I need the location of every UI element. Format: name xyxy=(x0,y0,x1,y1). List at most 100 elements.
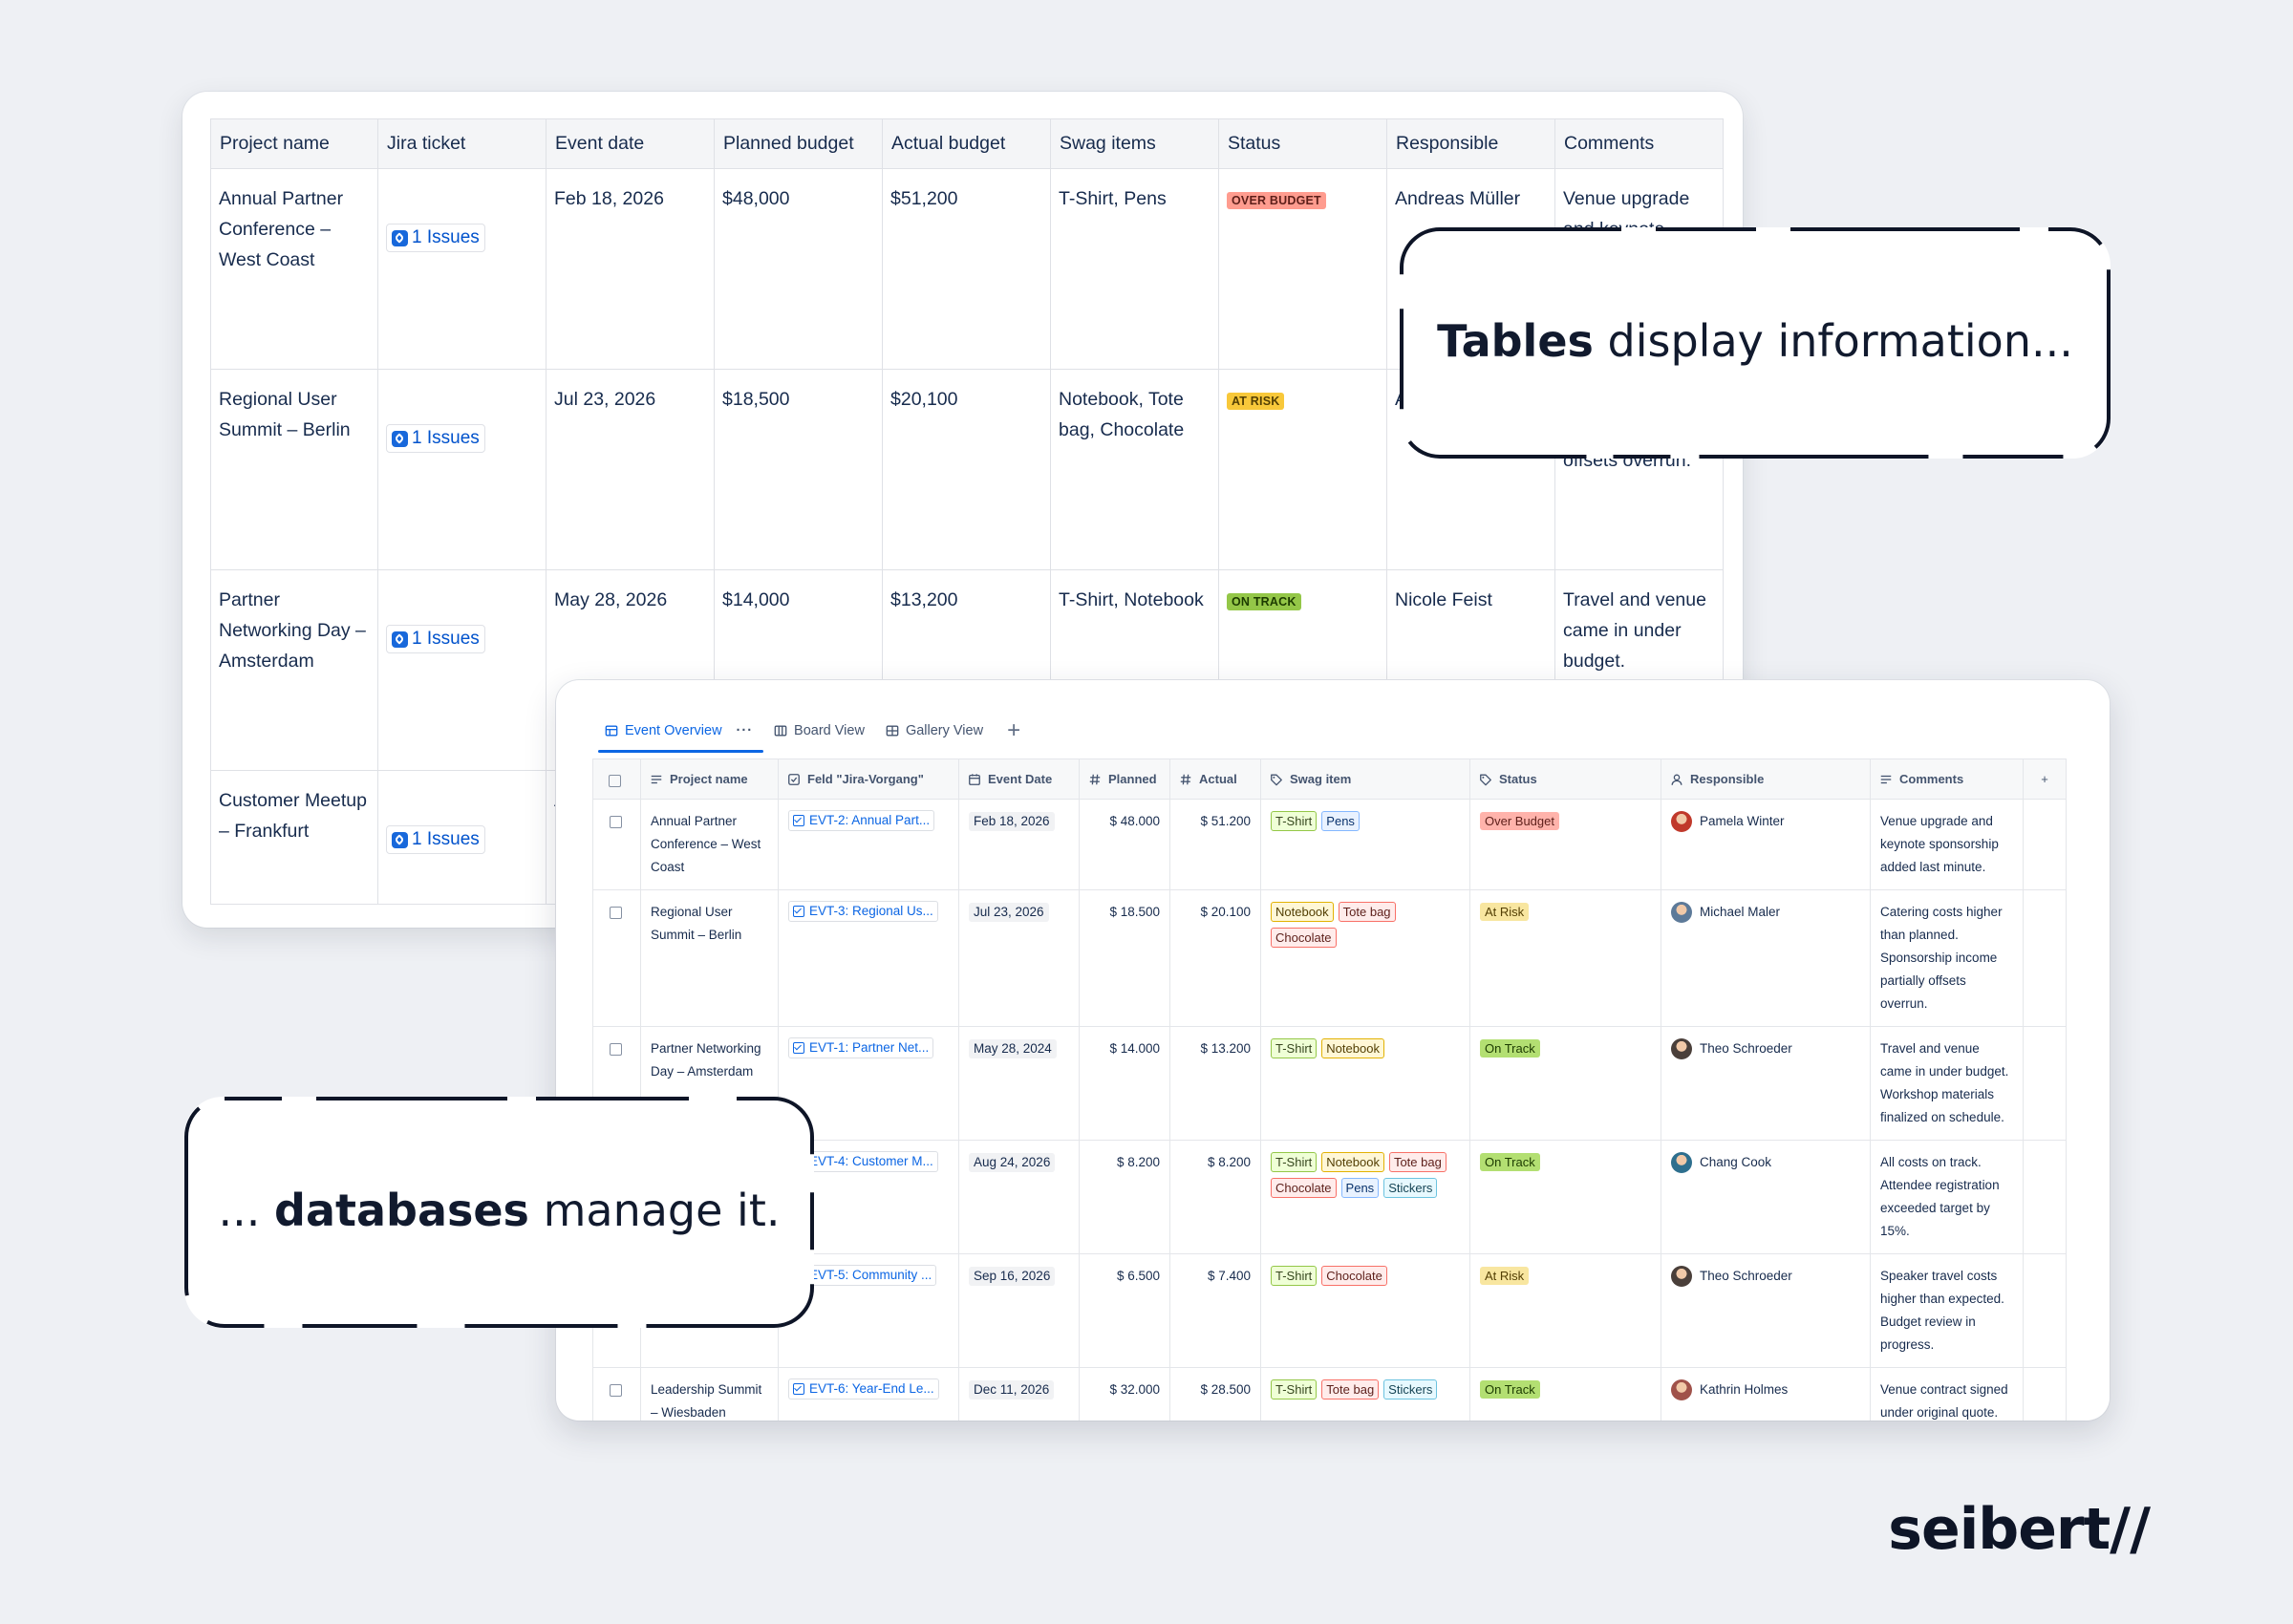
project-name-cell[interactable]: Leadership Summit – Wiesbaden xyxy=(640,1367,779,1421)
database-row: EVT-5: Community ... Sep 16, 2026 $ 6.500 $… xyxy=(592,1253,2067,1368)
swag-tag: Tote bag xyxy=(1388,1152,1447,1172)
add-column-button[interactable]: + xyxy=(2023,759,2067,800)
status-cell[interactable]: On Track xyxy=(1469,1367,1661,1421)
status-cell[interactable]: On Track xyxy=(1469,1140,1661,1254)
jira-issue-label: EVT-2: Annual Part... xyxy=(809,813,931,827)
responsible-cell[interactable]: Theo Schroeder xyxy=(1661,1026,1871,1141)
column-header-event-date[interactable]: Event Date xyxy=(958,759,1080,800)
status-cell: OVER BUDGET xyxy=(1218,168,1387,370)
actual-cell[interactable]: $ 51.200 xyxy=(1169,799,1261,890)
select-all-column[interactable] xyxy=(592,759,641,800)
person: Pamela Winter xyxy=(1671,810,1860,833)
row-select-cell[interactable] xyxy=(592,889,641,1027)
responsible-cell[interactable]: Chang Cook xyxy=(1661,1140,1871,1254)
column-header-comments[interactable]: Comments xyxy=(1870,759,2024,800)
jira-issue-link[interactable]: EVT-2: Annual Part... xyxy=(788,810,935,831)
row-checkbox[interactable] xyxy=(610,1384,622,1397)
actual-cell[interactable]: $ 13.200 xyxy=(1169,1026,1261,1141)
event-date-cell[interactable]: Aug 24, 2026 xyxy=(958,1140,1080,1254)
select-all-checkbox[interactable] xyxy=(609,774,621,787)
column-header-actual[interactable]: Actual xyxy=(1169,759,1261,800)
date-chip: May 28, 2024 xyxy=(969,1039,1057,1058)
row-checkbox[interactable] xyxy=(610,907,622,919)
comments-cell[interactable]: Travel and venue came in under budget. W… xyxy=(1870,1026,2024,1141)
date-chip: Jul 23, 2026 xyxy=(969,903,1049,922)
swag-cell[interactable]: T-Shirt Notebook xyxy=(1260,1026,1470,1141)
actual-cell[interactable]: $ 7.400 xyxy=(1169,1253,1261,1368)
actual-cell[interactable]: $ 28.500 xyxy=(1169,1367,1261,1421)
responsible-cell[interactable]: Pamela Winter xyxy=(1661,799,1871,890)
jira-icon xyxy=(392,831,408,848)
status-cell[interactable]: Over Budget xyxy=(1469,799,1661,890)
jira-ticket-cell: 1 Issues xyxy=(377,168,546,370)
jira-issues-link[interactable]: 1 Issues xyxy=(386,424,485,453)
jira-issues-link[interactable]: 1 Issues xyxy=(386,825,485,854)
status-lozenge: On Track xyxy=(1480,1039,1540,1058)
actual-cell[interactable]: $ 20.100 xyxy=(1169,889,1261,1027)
swag-cell[interactable]: T-Shirt Notebook Tote bag Chocolate Pens Stic… xyxy=(1260,1140,1470,1254)
row-select-cell[interactable] xyxy=(592,799,641,890)
event-date-cell[interactable]: Dec 11, 2026 xyxy=(958,1367,1080,1421)
project-cell: Annual Partner Conference – West Coast xyxy=(210,168,378,370)
swag-cell[interactable]: T-Shirt Pens xyxy=(1260,799,1470,890)
column-header-responsible[interactable]: Responsible xyxy=(1661,759,1871,800)
planned-cell[interactable]: $ 48.000 xyxy=(1079,799,1170,890)
row-checkbox[interactable] xyxy=(610,816,622,828)
column-header-swag[interactable]: Swag item xyxy=(1260,759,1470,800)
tab-gallery-view[interactable]: Gallery View xyxy=(875,709,994,753)
jira-issues-link[interactable]: 1 Issues xyxy=(386,625,485,653)
event-date-cell[interactable]: May 28, 2024 xyxy=(958,1026,1080,1141)
comments-cell[interactable]: Catering costs higher than planned. Spon… xyxy=(1870,889,2024,1027)
planned-cell[interactable]: $ 18.500 xyxy=(1079,889,1170,1027)
text-field-icon xyxy=(1880,775,1892,783)
row-checkbox[interactable] xyxy=(610,1043,622,1056)
swag-tag: Stickers xyxy=(1383,1178,1438,1198)
responsible-cell[interactable]: Michael Maler xyxy=(1661,889,1871,1027)
responsible-cell[interactable]: Kathrin Holmes xyxy=(1661,1367,1871,1421)
comments-cell[interactable]: Venue upgrade and keynote sponsorship ad… xyxy=(1870,799,2024,890)
person-icon xyxy=(1671,774,1682,785)
callout-databases: ... databases manage it. xyxy=(184,1097,814,1328)
responsible-cell[interactable]: Theo Schroeder xyxy=(1661,1253,1871,1368)
status-cell[interactable]: At Risk xyxy=(1469,1253,1661,1368)
status-cell[interactable]: On Track xyxy=(1469,1026,1661,1141)
planned-cell[interactable]: $ 6.500 xyxy=(1079,1253,1170,1368)
person-name: Michael Maler xyxy=(1700,905,1781,919)
tag-icon xyxy=(1271,774,1282,785)
planned-cell[interactable]: $ 14.000 xyxy=(1079,1026,1170,1141)
swag-cell[interactable]: T-Shirt Chocolate xyxy=(1260,1253,1470,1368)
swag-cell[interactable]: T-Shirt Tote bag Stickers xyxy=(1260,1367,1470,1421)
event-date-cell[interactable]: Sep 16, 2026 xyxy=(958,1253,1080,1368)
status-cell[interactable]: At Risk xyxy=(1469,889,1661,1027)
column-header-status[interactable]: Status xyxy=(1469,759,1661,800)
column-header-jira[interactable]: Feld "Jira-Vorgang" xyxy=(778,759,959,800)
tab-board-view[interactable]: Board View xyxy=(763,709,875,753)
person-name: Theo Schroeder xyxy=(1700,1041,1792,1056)
jira-issues-link[interactable]: 1 Issues xyxy=(386,224,485,252)
jira-issue-link[interactable]: EVT-3: Regional Us... xyxy=(788,901,938,922)
project-name-cell[interactable]: Annual Partner Conference – West Coast xyxy=(640,799,779,890)
comments-cell[interactable]: All costs on track. Attendee registratio… xyxy=(1870,1140,2024,1254)
swag-cell[interactable]: Notebook Tote bagChocolate xyxy=(1260,889,1470,1027)
actual-cell[interactable]: $ 8.200 xyxy=(1169,1140,1261,1254)
column-header-planned[interactable]: Planned xyxy=(1079,759,1170,800)
jira-issue-link[interactable]: EVT-1: Partner Net... xyxy=(788,1037,934,1058)
swag-tag: Pens xyxy=(1321,811,1360,831)
tab-more-icon[interactable]: ··· xyxy=(736,723,754,738)
column-header-project-name[interactable]: Project name xyxy=(640,759,779,800)
planned-cell[interactable]: $ 32.000 xyxy=(1079,1367,1170,1421)
jira-field-cell: EVT-3: Regional Us... xyxy=(778,889,959,1027)
planned-cell: $48,000 xyxy=(714,168,883,370)
comments-cell[interactable]: Speaker travel costs higher than expecte… xyxy=(1870,1253,2024,1368)
event-date-cell[interactable]: Jul 23, 2026 xyxy=(958,889,1080,1027)
project-name-cell[interactable]: Regional User Summit – Berlin xyxy=(640,889,779,1027)
project-cell: Customer Meetup – Frankfurt xyxy=(210,770,378,905)
row-select-cell[interactable] xyxy=(592,1367,641,1421)
jira-issue-link[interactable]: EVT-6: Year-End Le... xyxy=(788,1378,939,1400)
planned-cell[interactable]: $ 8.200 xyxy=(1079,1140,1170,1254)
add-view-button[interactable]: + xyxy=(1007,717,1021,743)
tab-event-overview[interactable]: Event Overview ··· xyxy=(594,709,764,753)
event-date-cell[interactable]: Feb 18, 2026 xyxy=(958,799,1080,890)
project-cell: Partner Networking Day – Amsterdam xyxy=(210,569,378,771)
comments-cell[interactable]: Venue contract signed under original quo… xyxy=(1870,1367,2024,1421)
